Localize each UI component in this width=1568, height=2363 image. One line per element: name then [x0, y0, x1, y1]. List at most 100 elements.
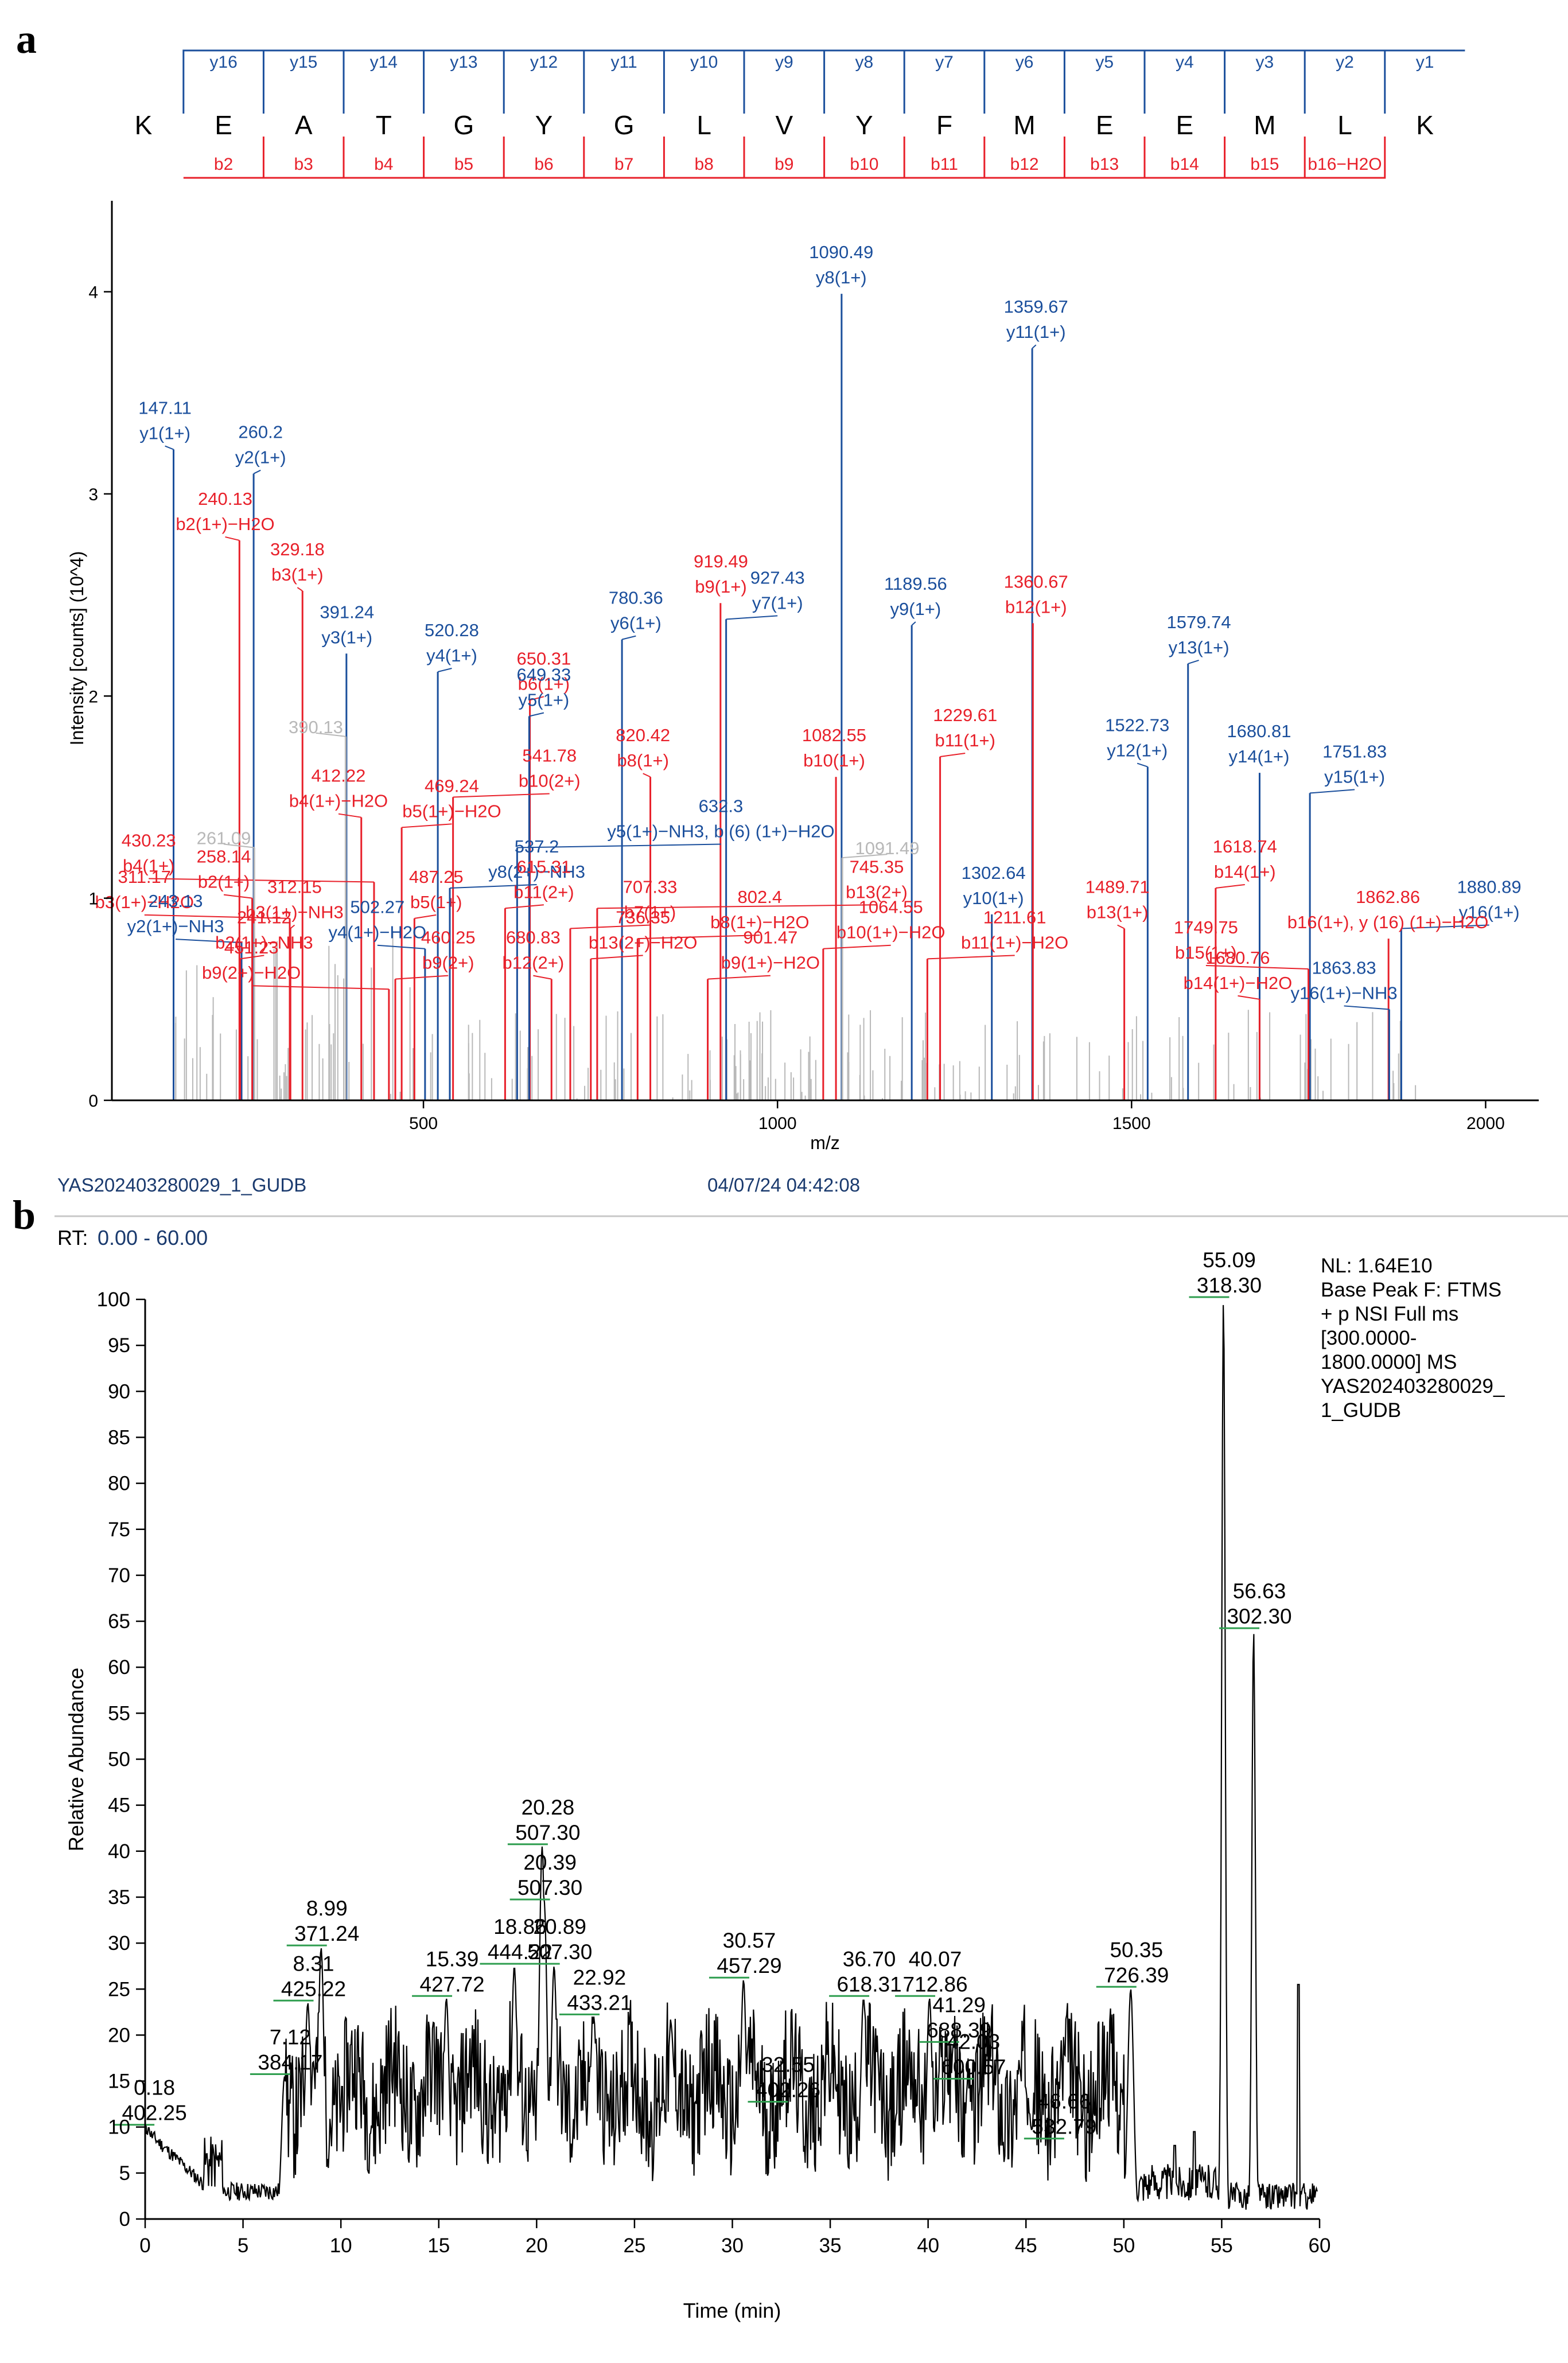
- peak-mz-label: 402.26: [756, 2078, 820, 2102]
- peak-mz-label: 520.28: [425, 620, 479, 640]
- y-tick-label: 60: [108, 1656, 130, 1679]
- peak-mz-label: 147.11: [138, 398, 192, 418]
- peak-leader: [533, 975, 552, 980]
- peak-time-label: 20.28: [522, 1796, 575, 1819]
- info-line: 1800.0000] MS: [1321, 1351, 1457, 1373]
- peak-mz-label: 1064.55: [859, 897, 923, 917]
- peak-ion-label: y14(1+): [1228, 746, 1289, 766]
- peak-leader: [726, 615, 778, 620]
- peak-leader: [1344, 1005, 1390, 1010]
- peak-mz-label: 1680.81: [1227, 721, 1291, 741]
- peak-mz-label: 507.30: [515, 1821, 580, 1844]
- info-line: NL: 1.64E10: [1321, 1255, 1433, 1277]
- run-file-name: YAS202403280029_1_GUDB: [57, 1174, 306, 1196]
- peak-mz-label: 1302.64: [962, 863, 1026, 883]
- x-tick-label: 25: [623, 2234, 645, 2257]
- peak-mz-label: 427.72: [419, 1972, 484, 1996]
- peak-mz-label: 311.17: [118, 867, 172, 887]
- peak-ion-label: b4(1+)−H2O: [289, 791, 388, 811]
- peak-mz-label: 402.25: [122, 2101, 187, 2125]
- peak-mz-label: 258.14: [197, 847, 251, 867]
- peak-mz-label: 680.83: [506, 928, 561, 948]
- peak-time-label: 30.57: [723, 1929, 776, 1952]
- peak-mz-label: 1489.71: [1085, 877, 1150, 897]
- peak-leader: [176, 939, 242, 944]
- peak-mz-label: 1211.61: [983, 907, 1046, 927]
- peak-mz-label: 1749.75: [1174, 917, 1238, 937]
- peak-time-label: 8.31: [293, 1952, 334, 1975]
- peak-mz-label: 390.13: [289, 717, 343, 737]
- peak-leader: [225, 536, 240, 541]
- peak-mz-label: 444.22: [488, 1940, 553, 1964]
- peak-mz-label: 1579.74: [1167, 612, 1231, 632]
- peak-mz-label: 820.42: [616, 725, 670, 745]
- peak-mz-label: 802.4: [738, 887, 783, 907]
- y-ion-bracket: [823, 49, 905, 114]
- peak-mz-label: 736.35: [616, 907, 670, 927]
- y-tick-label: 50: [108, 1749, 130, 1771]
- peak-mz-label: 502.27: [350, 897, 404, 917]
- peak-mz-label: 712.86: [902, 1972, 967, 1996]
- y-ion-label: y6: [1015, 53, 1034, 72]
- residue-M: M: [1013, 110, 1035, 140]
- peak-mz-label: 451.23: [224, 937, 279, 957]
- peak-ion-label: y3(1+): [321, 627, 372, 647]
- residue-M: M: [1254, 110, 1275, 140]
- y-tick-label: 45: [108, 1794, 130, 1817]
- x-tick-label: 15: [427, 2234, 450, 2257]
- peak-leader: [621, 635, 636, 640]
- peak-time-label: 20.39: [523, 1851, 577, 1874]
- peak-leader: [530, 696, 544, 701]
- peak-leader: [637, 935, 760, 940]
- peak-ion-label: b14(1+): [1214, 862, 1276, 882]
- peak-mz-label: 615.31: [516, 857, 571, 877]
- y-tick-label: 0: [88, 1092, 98, 1111]
- y-ion-label: y8: [855, 53, 874, 72]
- peak-mz-label: 707.33: [623, 877, 678, 897]
- peak-mz-label: 371.24: [294, 1922, 359, 1945]
- peak-mz-label: 460.25: [421, 928, 476, 948]
- peak-ion-label: y8(2+)−NH3: [488, 862, 585, 882]
- peak-mz-label: 469.24: [425, 776, 479, 796]
- peak-ion-label: b15(1+): [1175, 943, 1237, 963]
- x-tick-label: 55: [1211, 2234, 1233, 2257]
- peak-mz-label: 649.33: [516, 665, 571, 685]
- peak-mz-label: 1522.73: [1105, 715, 1169, 735]
- panel-b-letter: b: [13, 1192, 36, 1238]
- b-ion-label: b10: [850, 155, 878, 174]
- y-tick-label: 2: [88, 687, 98, 706]
- y-ion-bracket: [903, 49, 985, 114]
- y-tick-label: 4: [88, 283, 98, 302]
- peak-mz-label: 780.36: [609, 588, 663, 608]
- y-ion-label: y1: [1416, 53, 1434, 72]
- peak-leader: [940, 752, 966, 757]
- peak-time-label: 36.70: [843, 1947, 896, 1971]
- peak-leader: [223, 894, 252, 899]
- peak-mz-label: 927.43: [750, 567, 805, 587]
- chromatogram-ticks: 0 5 10 15 20 25 30 35 40 45 50 55 60 0 5 10 15 20 25 30 35 40…: [97, 1288, 1331, 2257]
- x-tick-label: 35: [819, 2234, 842, 2257]
- y-ion-label: y14: [370, 53, 398, 72]
- y-ion-bracket: [262, 49, 344, 114]
- x-tick-label: 30: [721, 2234, 744, 2257]
- peak-mz-label: 433.21: [567, 1991, 632, 2014]
- x-tick-label: 5: [238, 2234, 248, 2257]
- peak-mz-label: 632.3: [699, 796, 744, 816]
- y-ion-label: y15: [290, 53, 317, 72]
- spectrum-ticks: 500 1000 1500 2000 0 1 2 3 4: [88, 283, 1504, 1133]
- peak-mz-label: 312.15: [267, 877, 322, 897]
- peak-ion-label: b10(1+): [803, 750, 865, 770]
- y-ion-label: y5: [1095, 53, 1114, 72]
- y-ion-label: y11: [611, 53, 637, 72]
- peak-leader: [377, 944, 425, 949]
- peak-ion-label: b13(2+)−H2O: [589, 932, 698, 952]
- residue-L: L: [1337, 110, 1352, 140]
- peak-mz-label: 507.30: [518, 1876, 582, 1899]
- residue-K: K: [135, 110, 153, 140]
- peak-mz-label: 412.22: [312, 766, 366, 786]
- b-ion-label: b12: [1010, 155, 1039, 174]
- peak-ion-label: y4(1+): [426, 645, 477, 665]
- scan-info-box: NL: 1.64E10 Base Peak F: FTMS + p NSI Fu…: [1321, 1255, 1505, 1422]
- peak-ion-label: b3(1+): [271, 565, 323, 585]
